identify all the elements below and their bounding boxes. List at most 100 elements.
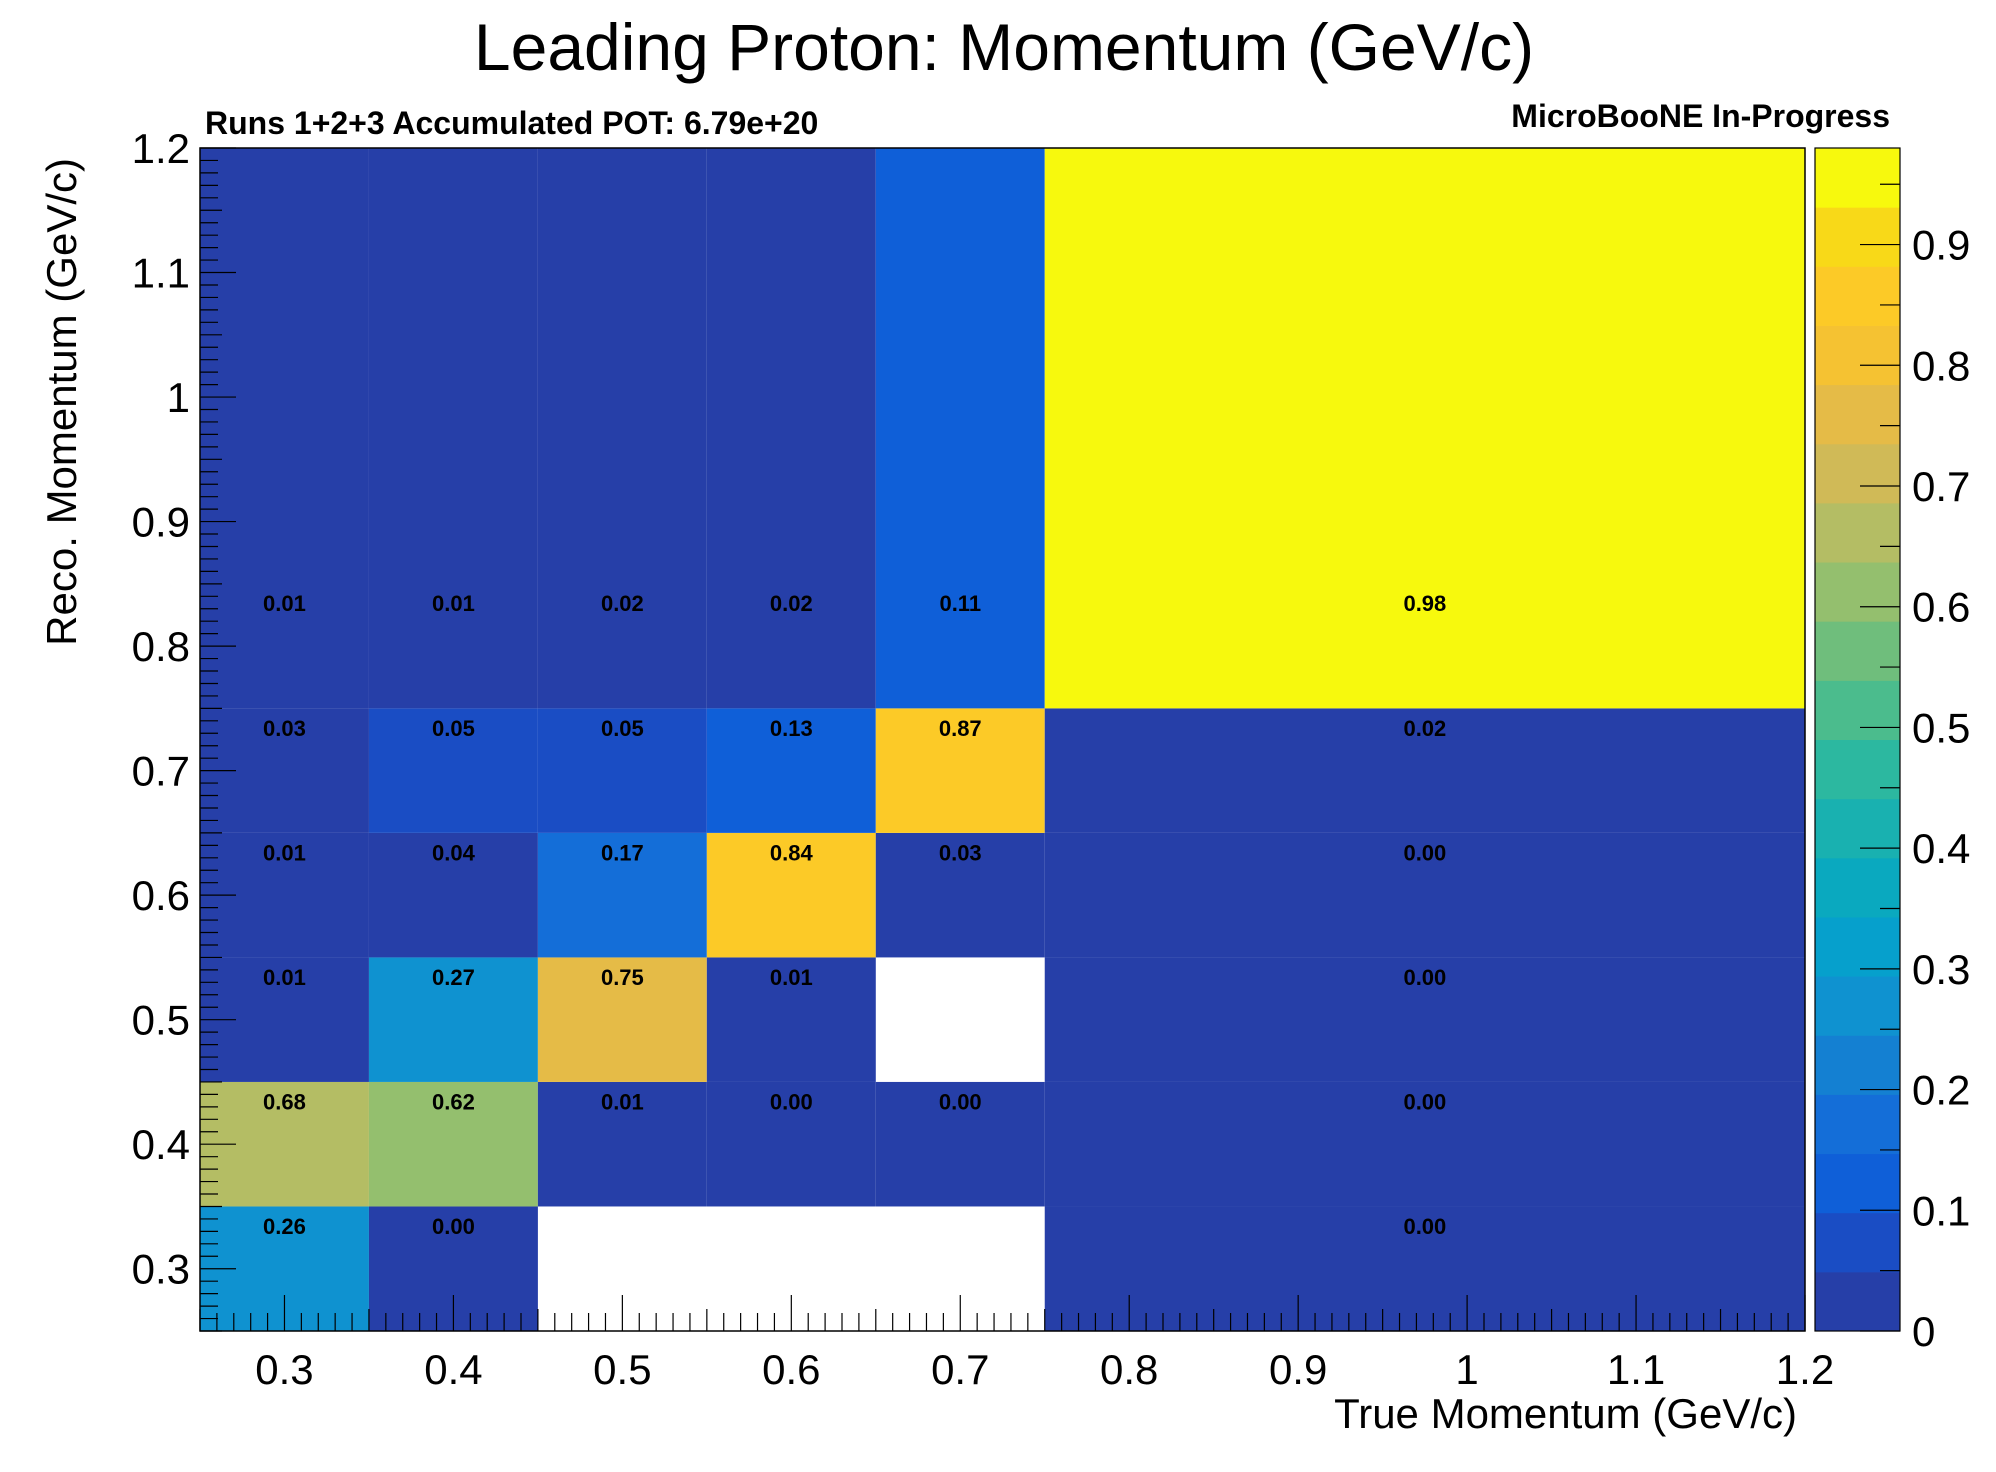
y-tick-label: 0.9 bbox=[132, 499, 190, 546]
cell-value-label: 0.13 bbox=[770, 716, 813, 741]
cell-value-label: 0.62 bbox=[432, 1089, 475, 1114]
cell-value-label: 0.01 bbox=[770, 965, 813, 990]
cell-value-label: 0.01 bbox=[432, 591, 475, 616]
heatmap-cell bbox=[368, 957, 538, 1082]
heatmap-cell bbox=[200, 148, 369, 709]
colorbar-segment bbox=[1815, 148, 1900, 208]
cell-value-label: 0.02 bbox=[770, 591, 813, 616]
colorbar-tick-label: 0 bbox=[1912, 1308, 1935, 1355]
heatmap-cell bbox=[1044, 832, 1805, 958]
colorbar-tick-label: 0.5 bbox=[1912, 704, 1970, 751]
cell-value-label: 0.84 bbox=[770, 840, 814, 865]
heatmap-cell bbox=[875, 832, 1045, 958]
y-tick-label: 1.2 bbox=[132, 125, 190, 172]
cell-value-label: 0.04 bbox=[432, 840, 476, 865]
colorbar-tick-label: 0.3 bbox=[1912, 946, 1970, 993]
heatmap-cell bbox=[706, 957, 876, 1082]
colorbar-segment bbox=[1815, 1094, 1900, 1155]
cell-value-label: 0.00 bbox=[1403, 840, 1446, 865]
x-tick-label: 0.8 bbox=[1100, 1346, 1158, 1393]
heatmap-cell bbox=[706, 148, 876, 709]
y-tick-label: 0.7 bbox=[132, 748, 190, 795]
colorbar-tick-label: 0.8 bbox=[1912, 342, 1970, 389]
colorbar-segment bbox=[1815, 976, 1900, 1036]
cell-value-label: 0.01 bbox=[601, 1089, 644, 1114]
colorbar-tick-label: 0.9 bbox=[1912, 222, 1970, 269]
cell-value-label: 0.26 bbox=[263, 1214, 306, 1239]
x-tick-label: 0.3 bbox=[255, 1346, 313, 1393]
cell-value-label: 0.00 bbox=[1403, 965, 1446, 990]
colorbar-segment bbox=[1815, 207, 1900, 267]
x-tick-label: 0.5 bbox=[593, 1346, 651, 1393]
y-tick-label: 0.4 bbox=[132, 1121, 190, 1168]
y-tick-label: 1.1 bbox=[132, 250, 190, 297]
colorbar-tick-labels: 0 0.1 0.2 0.3 0.4 0.5 0.6 0.7 0.8 0.9 bbox=[1912, 222, 1970, 1355]
heatmap-cell bbox=[368, 832, 538, 958]
heatmap-cell bbox=[706, 708, 876, 833]
cell-value-label: 0.27 bbox=[432, 965, 475, 990]
colorbar-ticks bbox=[1860, 183, 1900, 1332]
x-axis-tick-labels: 0.3 0.4 0.5 0.6 0.7 0.8 0.9 1 1.1 1.2 bbox=[255, 1346, 1834, 1393]
heatmap-cell bbox=[537, 832, 707, 958]
y-tick-label: 0.8 bbox=[132, 623, 190, 670]
cell-value-label: 0.03 bbox=[939, 840, 982, 865]
y-axis-ticks bbox=[200, 147, 236, 1332]
x-tick-label: 0.6 bbox=[762, 1346, 820, 1393]
cell-value-label: 0.02 bbox=[1403, 716, 1446, 741]
heatmap-cell bbox=[1044, 148, 1805, 709]
heatmap-cell bbox=[537, 1081, 707, 1207]
x-tick-label: 0.9 bbox=[1269, 1346, 1327, 1393]
heatmap-cell bbox=[875, 708, 1045, 833]
cell-value-label: 0.75 bbox=[601, 965, 644, 990]
cell-value-label: 0.68 bbox=[263, 1089, 306, 1114]
x-tick-label: 1.2 bbox=[1776, 1346, 1834, 1393]
x-tick-label: 1 bbox=[1455, 1346, 1478, 1393]
heatmap-cell bbox=[368, 148, 538, 709]
heatmap-cell bbox=[706, 1081, 876, 1207]
colorbar-frame bbox=[1814, 147, 1901, 1332]
colorbar-segment bbox=[1815, 916, 1900, 977]
plot-frame bbox=[199, 147, 1806, 1332]
cell-value-label: 0.03 bbox=[263, 716, 306, 741]
colorbar-tick-label: 0.1 bbox=[1912, 1187, 1970, 1234]
colorbar-segment bbox=[1815, 502, 1900, 563]
colorbar-segment bbox=[1815, 325, 1900, 386]
heatmap-cell bbox=[537, 708, 707, 833]
heatmap-cell bbox=[537, 957, 707, 1082]
colorbar-tick-label: 0.6 bbox=[1912, 584, 1970, 631]
y-tick-label: 1 bbox=[167, 374, 190, 421]
cell-value-label: 0.17 bbox=[601, 840, 644, 865]
cell-value-label: 0.00 bbox=[1403, 1214, 1446, 1239]
colorbar-segment bbox=[1815, 680, 1900, 740]
heatmap-cells bbox=[200, 148, 1805, 1331]
heatmap-cell bbox=[537, 148, 707, 709]
colorbar-segment bbox=[1815, 443, 1900, 504]
colorbar-segment bbox=[1815, 798, 1900, 859]
cell-value-label: 0.02 bbox=[601, 591, 644, 616]
heatmap-cell bbox=[368, 1081, 538, 1207]
cell-value-label: 0.01 bbox=[263, 840, 306, 865]
colorbar-tick-label: 0.4 bbox=[1912, 825, 1970, 872]
heatmap-cell bbox=[1044, 957, 1805, 1082]
y-tick-label: 0.5 bbox=[132, 997, 190, 1044]
heatmap-cell bbox=[875, 148, 1045, 709]
cell-value-label: 0.01 bbox=[263, 965, 306, 990]
colorbar-segment bbox=[1815, 857, 1900, 918]
x-axis-label: True Momentum (GeV/c) bbox=[1334, 1390, 1797, 1437]
x-tick-label: 1.1 bbox=[1607, 1346, 1665, 1393]
cell-value-label: 0.05 bbox=[432, 716, 475, 741]
colorbar-segment bbox=[1815, 621, 1900, 681]
cell-value-label: 0.11 bbox=[939, 591, 981, 616]
cell-value-label: 0.00 bbox=[770, 1089, 813, 1114]
colorbar-segment bbox=[1815, 1212, 1900, 1273]
chart-title: Leading Proton: Momentum (GeV/c) bbox=[474, 10, 1534, 84]
microboone-label: MicroBooNE In-Progress bbox=[1511, 98, 1890, 134]
cell-value-label: 0.01 bbox=[263, 591, 306, 616]
heatmap-cell bbox=[706, 832, 876, 958]
colorbar-segment bbox=[1815, 1153, 1900, 1214]
cell-value-label: 0.00 bbox=[432, 1214, 475, 1239]
runs-pot-label: Runs 1+2+3 Accumulated POT: 6.79e+20 bbox=[205, 105, 818, 141]
cell-value-label: 0.87 bbox=[939, 716, 982, 741]
y-tick-label: 0.3 bbox=[132, 1246, 190, 1293]
